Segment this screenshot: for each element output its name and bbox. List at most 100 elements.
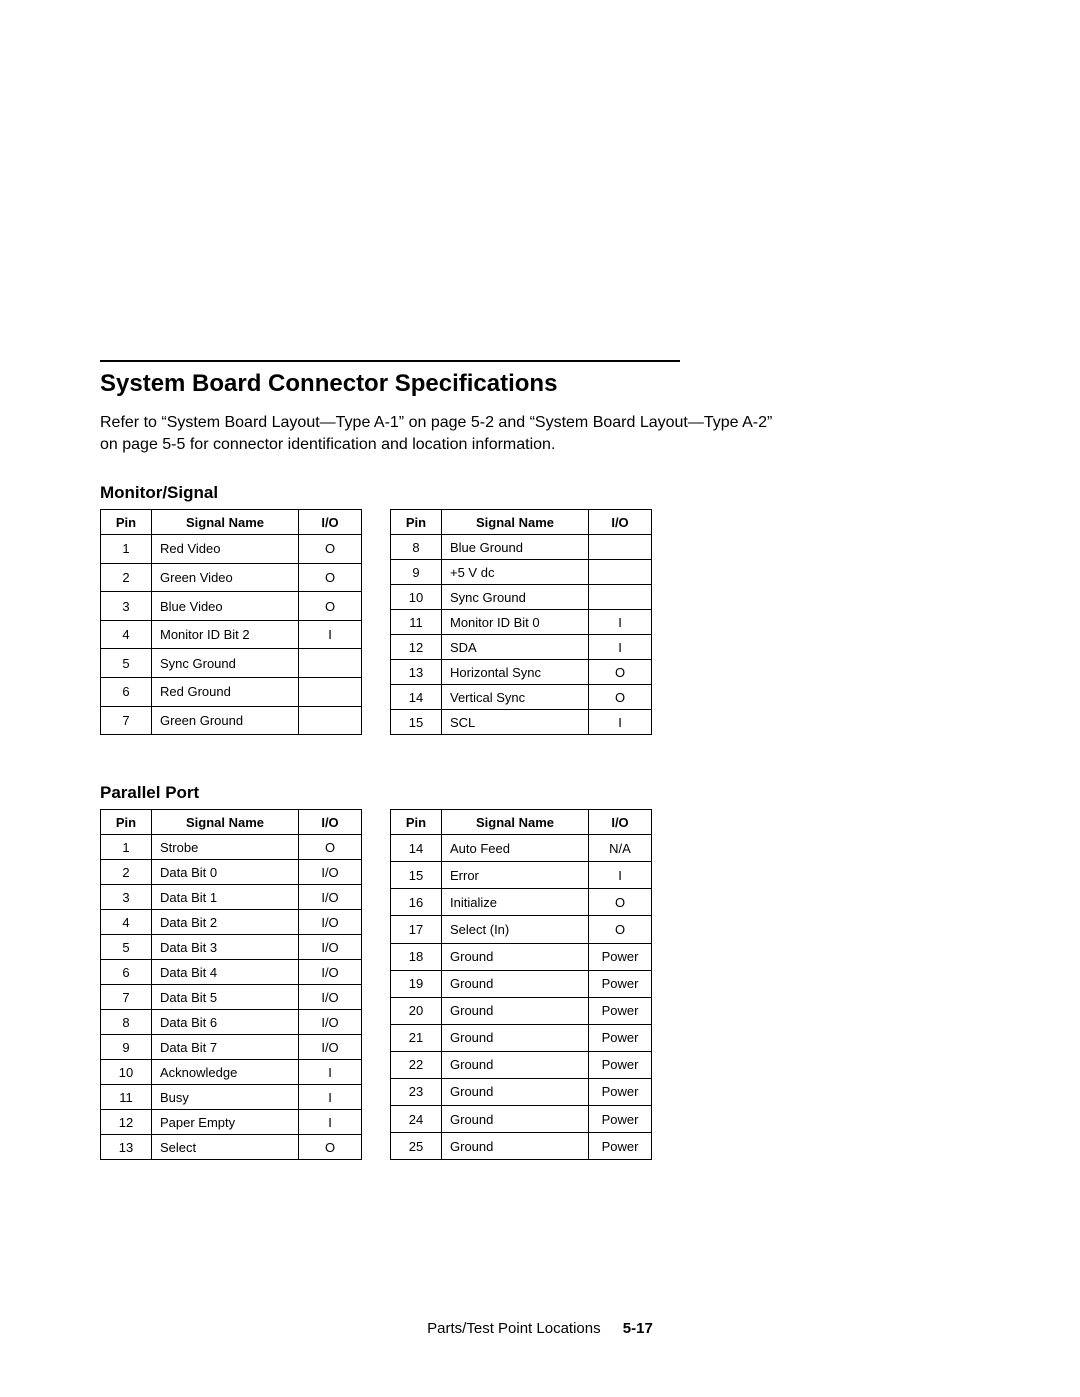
- cell-pin: 3: [101, 592, 152, 621]
- cell-signal: Ground: [442, 1024, 589, 1051]
- cell-signal: Paper Empty: [152, 1110, 299, 1135]
- table-row: 17Select (In)O: [391, 916, 652, 943]
- cell-pin: 6: [101, 678, 152, 707]
- cell-io: [589, 535, 652, 560]
- table-header-row: Pin Signal Name I/O: [101, 810, 362, 835]
- cell-pin: 19: [391, 970, 442, 997]
- cell-pin: 15: [391, 862, 442, 889]
- col-header-signal: Signal Name: [152, 510, 299, 535]
- cell-io: I: [299, 620, 362, 649]
- col-header-signal: Signal Name: [442, 510, 589, 535]
- table-row: 7Green Ground: [101, 706, 362, 735]
- cell-io: O: [299, 563, 362, 592]
- monitor-table-left: Pin Signal Name I/O 1Red VideoO2Green Vi…: [100, 509, 362, 735]
- cell-io: Power: [589, 997, 652, 1024]
- section-title-monitor: Monitor/Signal: [100, 483, 980, 503]
- cell-io: I: [589, 862, 652, 889]
- cell-pin: 24: [391, 1105, 442, 1132]
- cell-pin: 9: [101, 1035, 152, 1060]
- cell-signal: Acknowledge: [152, 1060, 299, 1085]
- table-row: 4Data Bit 2I/O: [101, 910, 362, 935]
- cell-pin: 15: [391, 710, 442, 735]
- cell-pin: 14: [391, 835, 442, 862]
- table-row: 10Sync Ground: [391, 585, 652, 610]
- cell-pin: 8: [391, 535, 442, 560]
- cell-pin: 13: [101, 1135, 152, 1160]
- cell-pin: 2: [101, 563, 152, 592]
- cell-signal: Data Bit 6: [152, 1010, 299, 1035]
- cell-signal: Data Bit 0: [152, 860, 299, 885]
- footer-text: Parts/Test Point Locations: [427, 1320, 600, 1337]
- table-row: 8Data Bit 6I/O: [101, 1010, 362, 1035]
- cell-signal: Ground: [442, 1105, 589, 1132]
- intro-paragraph: Refer to “System Board Layout—Type A-1” …: [100, 412, 780, 455]
- table-row: 12Paper EmptyI: [101, 1110, 362, 1135]
- col-header-io: I/O: [299, 510, 362, 535]
- table-row: 14Auto FeedN/A: [391, 835, 652, 862]
- table-row: 6Red Ground: [101, 678, 362, 707]
- table-row: 10AcknowledgeI: [101, 1060, 362, 1085]
- cell-signal: Vertical Sync: [442, 685, 589, 710]
- cell-pin: 17: [391, 916, 442, 943]
- table-row: 23GroundPower: [391, 1078, 652, 1105]
- cell-pin: 20: [391, 997, 442, 1024]
- cell-signal: SCL: [442, 710, 589, 735]
- parallel-tables: Pin Signal Name I/O 1StrobeO2Data Bit 0I…: [100, 809, 980, 1160]
- table-row: 5Data Bit 3I/O: [101, 935, 362, 960]
- cell-signal: Ground: [442, 1051, 589, 1078]
- table-row: 8Blue Ground: [391, 535, 652, 560]
- cell-io: Power: [589, 1078, 652, 1105]
- cell-pin: 4: [101, 620, 152, 649]
- cell-signal: Data Bit 7: [152, 1035, 299, 1060]
- cell-pin: 16: [391, 889, 442, 916]
- cell-io: [299, 706, 362, 735]
- table-row: 9Data Bit 7I/O: [101, 1035, 362, 1060]
- cell-io: O: [589, 685, 652, 710]
- cell-io: I/O: [299, 1035, 362, 1060]
- cell-pin: 1: [101, 835, 152, 860]
- cell-io: Power: [589, 1051, 652, 1078]
- cell-pin: 22: [391, 1051, 442, 1078]
- page-footer: Parts/Test Point Locations 5-17: [0, 1320, 1080, 1337]
- cell-io: I/O: [299, 885, 362, 910]
- cell-pin: 7: [101, 706, 152, 735]
- cell-signal: Sync Ground: [442, 585, 589, 610]
- cell-io: O: [299, 1135, 362, 1160]
- cell-io: Power: [589, 1133, 652, 1160]
- cell-pin: 14: [391, 685, 442, 710]
- cell-io: O: [589, 889, 652, 916]
- cell-io: O: [299, 835, 362, 860]
- cell-pin: 7: [101, 985, 152, 1010]
- document-page: System Board Connector Specifications Re…: [0, 0, 1080, 1397]
- table-row: 4Monitor ID Bit 2I: [101, 620, 362, 649]
- cell-signal: Horizontal Sync: [442, 660, 589, 685]
- monitor-tables: Pin Signal Name I/O 1Red VideoO2Green Vi…: [100, 509, 980, 735]
- cell-signal: +5 V dc: [442, 560, 589, 585]
- table-row: 2Data Bit 0I/O: [101, 860, 362, 885]
- cell-signal: Blue Video: [152, 592, 299, 621]
- cell-pin: 11: [101, 1085, 152, 1110]
- table-row: 13Horizontal SyncO: [391, 660, 652, 685]
- table-row: 15SCLI: [391, 710, 652, 735]
- table-header-row: Pin Signal Name I/O: [391, 810, 652, 835]
- cell-pin: 5: [101, 935, 152, 960]
- table-row: 25GroundPower: [391, 1133, 652, 1160]
- cell-signal: SDA: [442, 635, 589, 660]
- table-row: 24GroundPower: [391, 1105, 652, 1132]
- table-row: 6Data Bit 4I/O: [101, 960, 362, 985]
- table-row: 3Data Bit 1I/O: [101, 885, 362, 910]
- cell-pin: 5: [101, 649, 152, 678]
- col-header-pin: Pin: [391, 510, 442, 535]
- cell-io: Power: [589, 1105, 652, 1132]
- table-row: 9+5 V dc: [391, 560, 652, 585]
- cell-signal: Sync Ground: [152, 649, 299, 678]
- title-rule: [100, 360, 680, 362]
- parallel-table-left: Pin Signal Name I/O 1StrobeO2Data Bit 0I…: [100, 809, 362, 1160]
- cell-pin: 8: [101, 1010, 152, 1035]
- cell-pin: 18: [391, 943, 442, 970]
- page-title: System Board Connector Specifications: [100, 370, 980, 398]
- footer-page-number: 5-17: [623, 1320, 653, 1337]
- cell-io: Power: [589, 1024, 652, 1051]
- cell-io: O: [299, 592, 362, 621]
- parallel-table-right: Pin Signal Name I/O 14Auto FeedN/A15Erro…: [390, 809, 652, 1160]
